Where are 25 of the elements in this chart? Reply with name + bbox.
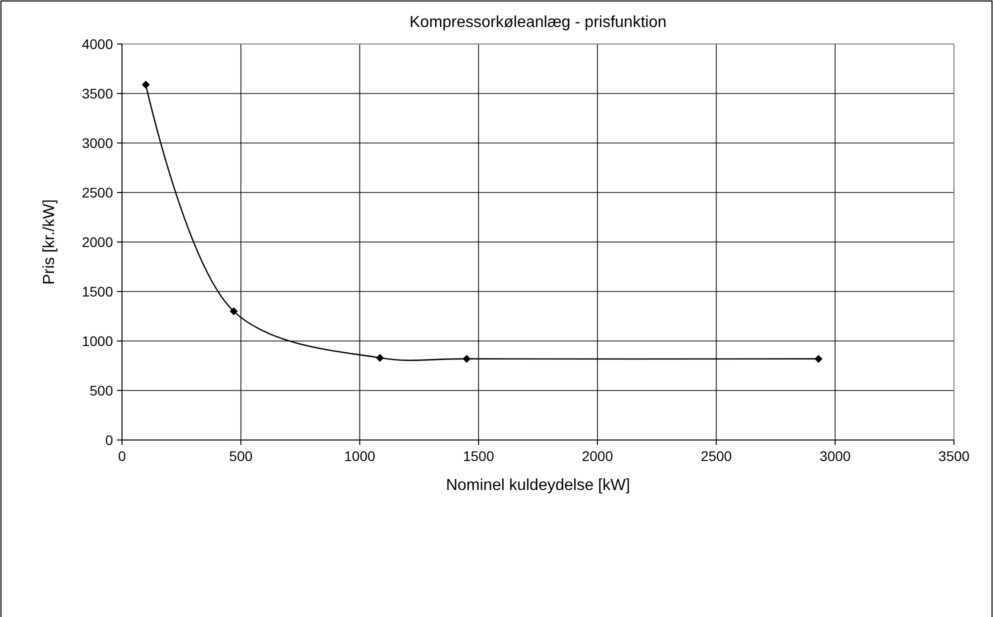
x-tick-label: 3500 (938, 448, 970, 464)
x-tick-label: 1000 (344, 448, 376, 464)
point (462, 354, 471, 363)
x-tick-label: 1500 (462, 448, 494, 464)
point (142, 80, 150, 89)
x-tick-label: 3000 (820, 448, 851, 464)
y-tick-label: 4000 (82, 36, 114, 52)
y-tick-label: 1500 (82, 284, 114, 300)
y-tick-label: 3000 (82, 135, 114, 151)
y-tick-label: 500 (90, 382, 114, 398)
y-tick-label: 0 (105, 432, 114, 448)
y-axis-title: Pris [kr./kW] (41, 199, 58, 285)
y-tick-label: 2500 (82, 184, 114, 200)
x-tick-label: 500 (229, 448, 253, 464)
point (376, 354, 384, 362)
y-tick-label: 3500 (82, 86, 114, 102)
chart-title: Kompressorkøleanlæg - prisfunktion (410, 14, 666, 31)
y-tick-label: 2000 (82, 234, 114, 250)
y-tick-label: 1000 (82, 333, 114, 349)
x-tick-label: 2000 (582, 448, 614, 464)
x-tick-label: 0 (118, 448, 126, 464)
point (814, 354, 823, 363)
x-axis-title: Nominel kuldeydelse [kW] (446, 477, 630, 494)
x-tick-label: 2500 (700, 448, 732, 464)
point (230, 307, 238, 316)
